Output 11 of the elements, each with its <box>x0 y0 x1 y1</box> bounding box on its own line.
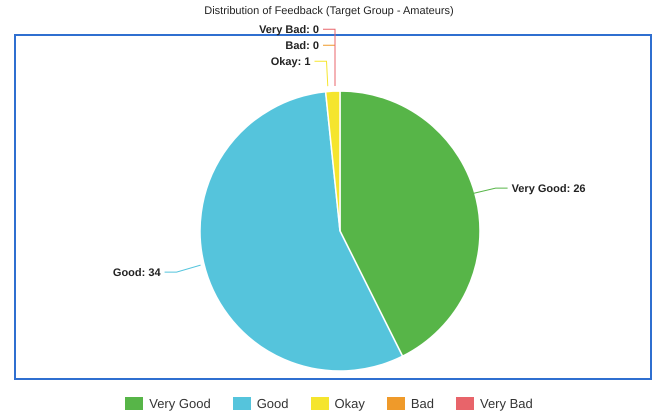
legend-label: Okay <box>334 396 365 411</box>
data-label: Good: 34 <box>112 267 162 280</box>
text: Very Bad: 0 <box>259 24 319 36</box>
legend-label: Good <box>256 396 288 411</box>
data-label: Okay: 1 <box>270 56 311 68</box>
data-label: Very Good: 26 <box>512 183 586 196</box>
legend-label: Bad <box>410 396 434 411</box>
chart-title: Distribution of Feedback (Target Group - Amateurs) <box>203 5 455 17</box>
text: Bad: 0 <box>285 40 319 52</box>
legend-label: Very Bad <box>480 396 533 411</box>
legend-label: Very Good <box>149 396 211 411</box>
